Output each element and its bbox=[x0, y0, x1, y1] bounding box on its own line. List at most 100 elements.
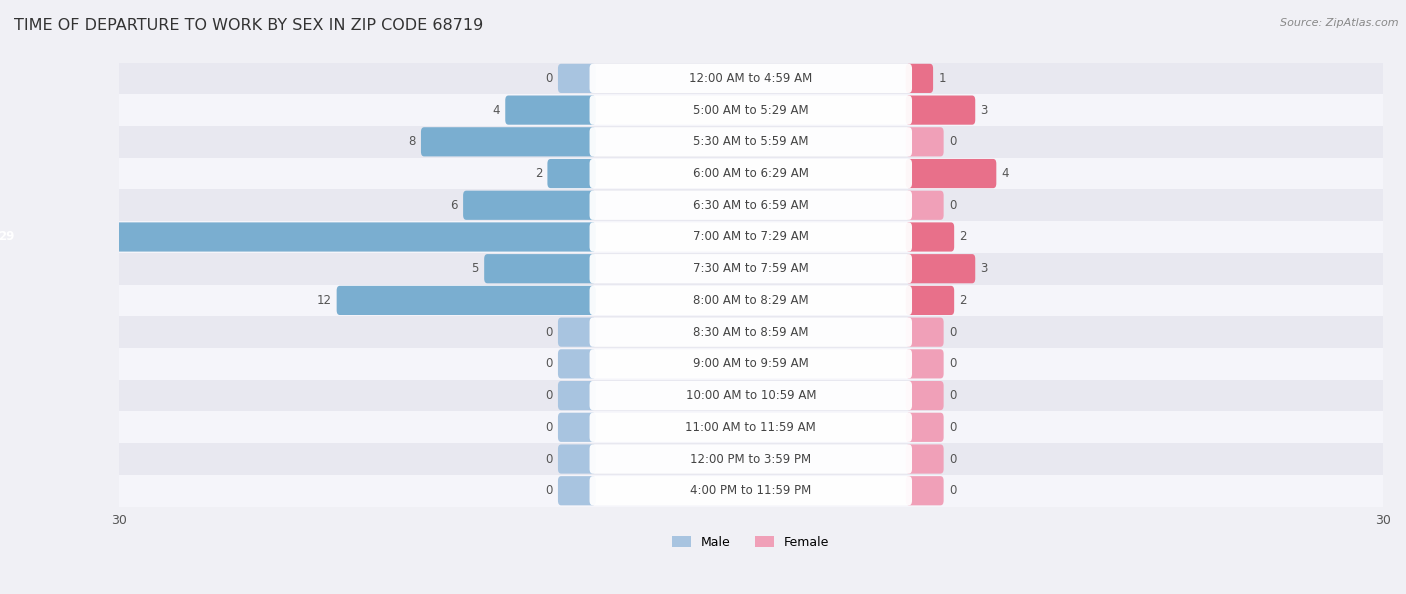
FancyBboxPatch shape bbox=[589, 381, 912, 410]
Text: 8:30 AM to 8:59 AM: 8:30 AM to 8:59 AM bbox=[693, 326, 808, 339]
Text: 3: 3 bbox=[980, 262, 988, 275]
Text: 5:00 AM to 5:29 AM: 5:00 AM to 5:29 AM bbox=[693, 103, 808, 116]
Text: 3: 3 bbox=[980, 103, 988, 116]
FancyBboxPatch shape bbox=[558, 64, 596, 93]
Bar bbox=[118, 285, 1384, 316]
Text: 0: 0 bbox=[546, 358, 553, 371]
Bar bbox=[118, 189, 1384, 221]
FancyBboxPatch shape bbox=[905, 159, 997, 188]
Text: TIME OF DEPARTURE TO WORK BY SEX IN ZIP CODE 68719: TIME OF DEPARTURE TO WORK BY SEX IN ZIP … bbox=[14, 18, 484, 33]
FancyBboxPatch shape bbox=[905, 222, 955, 252]
Text: 0: 0 bbox=[949, 389, 956, 402]
FancyBboxPatch shape bbox=[905, 286, 955, 315]
Text: 0: 0 bbox=[546, 421, 553, 434]
Text: 7:00 AM to 7:29 AM: 7:00 AM to 7:29 AM bbox=[693, 230, 808, 244]
FancyBboxPatch shape bbox=[905, 254, 976, 283]
Text: 6:30 AM to 6:59 AM: 6:30 AM to 6:59 AM bbox=[693, 199, 808, 212]
FancyBboxPatch shape bbox=[905, 349, 943, 378]
Text: 10:00 AM to 10:59 AM: 10:00 AM to 10:59 AM bbox=[686, 389, 815, 402]
FancyBboxPatch shape bbox=[336, 286, 596, 315]
Text: 30: 30 bbox=[1375, 514, 1391, 527]
Text: 8: 8 bbox=[408, 135, 416, 148]
FancyBboxPatch shape bbox=[558, 444, 596, 473]
Legend: Male, Female: Male, Female bbox=[666, 530, 835, 554]
Text: 0: 0 bbox=[546, 484, 553, 497]
FancyBboxPatch shape bbox=[505, 96, 596, 125]
Text: 7:30 AM to 7:59 AM: 7:30 AM to 7:59 AM bbox=[693, 262, 808, 275]
FancyBboxPatch shape bbox=[905, 64, 934, 93]
FancyBboxPatch shape bbox=[905, 96, 976, 125]
Text: 0: 0 bbox=[949, 484, 956, 497]
Text: 9:00 AM to 9:59 AM: 9:00 AM to 9:59 AM bbox=[693, 358, 808, 371]
FancyBboxPatch shape bbox=[558, 318, 596, 347]
Bar bbox=[118, 157, 1384, 189]
Text: 6:00 AM to 6:29 AM: 6:00 AM to 6:29 AM bbox=[693, 167, 808, 180]
Text: 0: 0 bbox=[546, 326, 553, 339]
Text: 2: 2 bbox=[959, 294, 967, 307]
Bar bbox=[118, 62, 1384, 94]
FancyBboxPatch shape bbox=[905, 476, 943, 505]
FancyBboxPatch shape bbox=[463, 191, 596, 220]
FancyBboxPatch shape bbox=[589, 349, 912, 378]
Text: 0: 0 bbox=[949, 421, 956, 434]
Text: 12:00 PM to 3:59 PM: 12:00 PM to 3:59 PM bbox=[690, 453, 811, 466]
FancyBboxPatch shape bbox=[589, 191, 912, 220]
Text: 0: 0 bbox=[949, 453, 956, 466]
FancyBboxPatch shape bbox=[589, 127, 912, 156]
Text: 4: 4 bbox=[492, 103, 501, 116]
Text: 6: 6 bbox=[450, 199, 458, 212]
Bar bbox=[118, 253, 1384, 285]
Text: 5:30 AM to 5:59 AM: 5:30 AM to 5:59 AM bbox=[693, 135, 808, 148]
FancyBboxPatch shape bbox=[558, 476, 596, 505]
FancyBboxPatch shape bbox=[420, 127, 596, 156]
FancyBboxPatch shape bbox=[558, 413, 596, 442]
Text: 8:00 AM to 8:29 AM: 8:00 AM to 8:29 AM bbox=[693, 294, 808, 307]
FancyBboxPatch shape bbox=[589, 64, 912, 93]
Bar bbox=[118, 475, 1384, 507]
Text: 0: 0 bbox=[546, 72, 553, 85]
Text: 0: 0 bbox=[949, 199, 956, 212]
FancyBboxPatch shape bbox=[547, 159, 596, 188]
Bar bbox=[118, 348, 1384, 380]
Text: 4: 4 bbox=[1001, 167, 1010, 180]
FancyBboxPatch shape bbox=[589, 159, 912, 188]
FancyBboxPatch shape bbox=[905, 127, 943, 156]
Text: 5: 5 bbox=[471, 262, 479, 275]
Text: 0: 0 bbox=[949, 326, 956, 339]
Bar bbox=[118, 380, 1384, 412]
FancyBboxPatch shape bbox=[905, 318, 943, 347]
Text: 12: 12 bbox=[316, 294, 332, 307]
Bar bbox=[118, 443, 1384, 475]
Text: 11:00 AM to 11:59 AM: 11:00 AM to 11:59 AM bbox=[685, 421, 815, 434]
FancyBboxPatch shape bbox=[589, 318, 912, 347]
FancyBboxPatch shape bbox=[589, 476, 912, 505]
Text: 30: 30 bbox=[111, 514, 127, 527]
FancyBboxPatch shape bbox=[589, 286, 912, 315]
FancyBboxPatch shape bbox=[558, 349, 596, 378]
Bar bbox=[118, 126, 1384, 157]
FancyBboxPatch shape bbox=[589, 96, 912, 125]
Text: 0: 0 bbox=[546, 389, 553, 402]
Text: 1: 1 bbox=[938, 72, 946, 85]
FancyBboxPatch shape bbox=[0, 222, 596, 252]
FancyBboxPatch shape bbox=[905, 381, 943, 410]
Text: 2: 2 bbox=[534, 167, 543, 180]
FancyBboxPatch shape bbox=[905, 191, 943, 220]
FancyBboxPatch shape bbox=[589, 222, 912, 252]
Text: Source: ZipAtlas.com: Source: ZipAtlas.com bbox=[1281, 18, 1399, 28]
FancyBboxPatch shape bbox=[905, 413, 943, 442]
FancyBboxPatch shape bbox=[484, 254, 596, 283]
Text: 12:00 AM to 4:59 AM: 12:00 AM to 4:59 AM bbox=[689, 72, 813, 85]
Bar bbox=[118, 412, 1384, 443]
Bar bbox=[118, 316, 1384, 348]
FancyBboxPatch shape bbox=[589, 413, 912, 442]
FancyBboxPatch shape bbox=[589, 444, 912, 473]
Text: 0: 0 bbox=[949, 135, 956, 148]
Bar bbox=[118, 221, 1384, 253]
Text: 4:00 PM to 11:59 PM: 4:00 PM to 11:59 PM bbox=[690, 484, 811, 497]
Text: 0: 0 bbox=[949, 358, 956, 371]
Bar bbox=[118, 94, 1384, 126]
FancyBboxPatch shape bbox=[905, 444, 943, 473]
Text: 2: 2 bbox=[959, 230, 967, 244]
Text: 29: 29 bbox=[0, 230, 14, 244]
